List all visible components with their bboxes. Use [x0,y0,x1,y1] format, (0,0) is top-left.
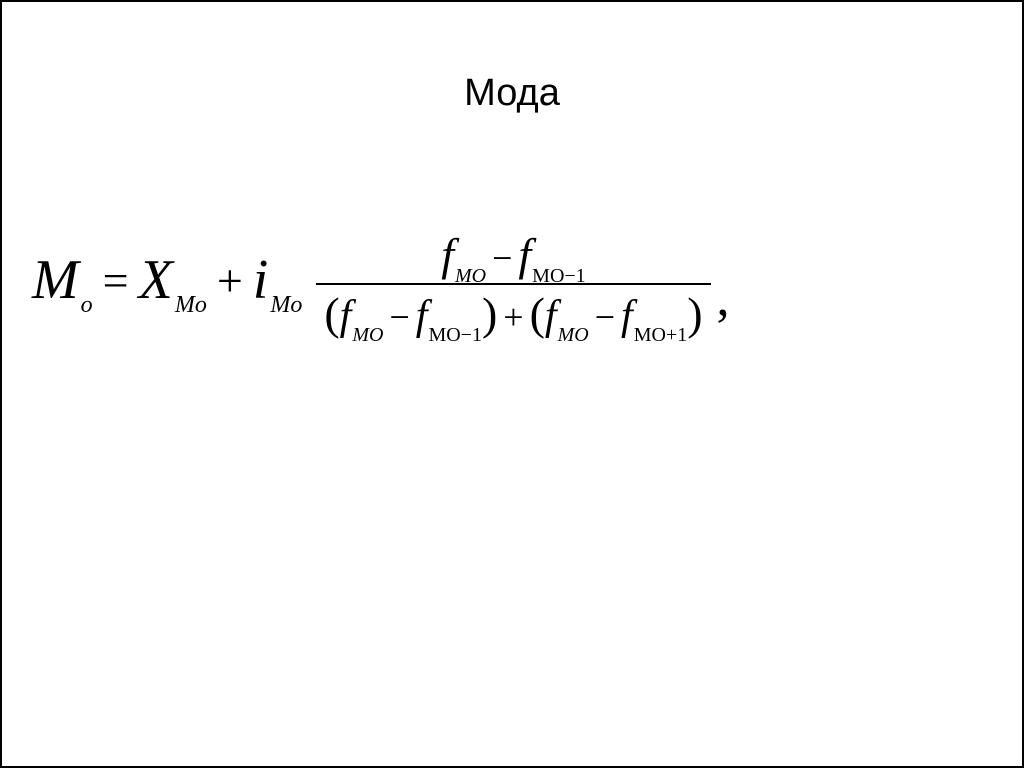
X-sub: Mo [175,292,207,319]
mode-formula: M o = X Mo + i Mo f MO − f MO− [32,222,1002,338]
den-f2-sub: MO−1 [428,324,482,347]
num-f1-sub: MO [455,265,486,288]
den-plus: + [503,296,523,338]
i-sub: Mo [270,292,302,319]
num-f2: f MO−1 [518,228,585,281]
den-f4-sub: MO+1 [634,324,688,347]
slide-title: Мода [2,72,1022,115]
num-f2-base: f [518,228,531,281]
den-f1: f MO [340,292,384,340]
den-minus2: − [595,296,615,338]
trailing-comma: , [717,269,730,328]
X-base: X [139,248,173,312]
num-minus: − [492,237,512,279]
den-f2: f MO−1 [416,292,482,340]
fraction: f MO − f MO−1 ( f MO − f MO− [316,226,710,342]
num-f1: f MO [441,228,486,281]
den-minus1: − [389,296,409,338]
den-f4: f MO+1 [621,292,687,340]
equals-sign: = [103,254,129,307]
plus-sign: + [217,254,243,307]
lhs-M-base: M [32,248,79,312]
i-base: i [253,248,269,312]
slide-frame: Мода M o = X Mo + i Mo f MO − [0,0,1024,768]
den-lparen2: ( [530,287,545,340]
den-f3: f MO [545,292,589,340]
fraction-denominator: ( f MO − f MO−1 ) + ( f MO − [316,285,710,342]
num-f2-sub: MO−1 [532,265,586,288]
term-i: i Mo [253,248,303,312]
den-f1-sub: MO [352,324,383,347]
den-f3-base: f [545,292,557,340]
den-f2-base: f [416,292,428,340]
lhs-M: M o [32,248,93,312]
term-X: X Mo [139,248,207,312]
den-f4-base: f [621,292,633,340]
lhs-M-sub: o [81,292,93,319]
fraction-numerator: f MO − f MO−1 [433,226,594,283]
den-f3-sub: MO [558,324,589,347]
num-f1-base: f [441,228,454,281]
den-rparen1: ) [482,287,497,340]
den-rparen2: ) [687,287,702,340]
den-f1-base: f [340,292,352,340]
den-lparen1: ( [324,287,339,340]
